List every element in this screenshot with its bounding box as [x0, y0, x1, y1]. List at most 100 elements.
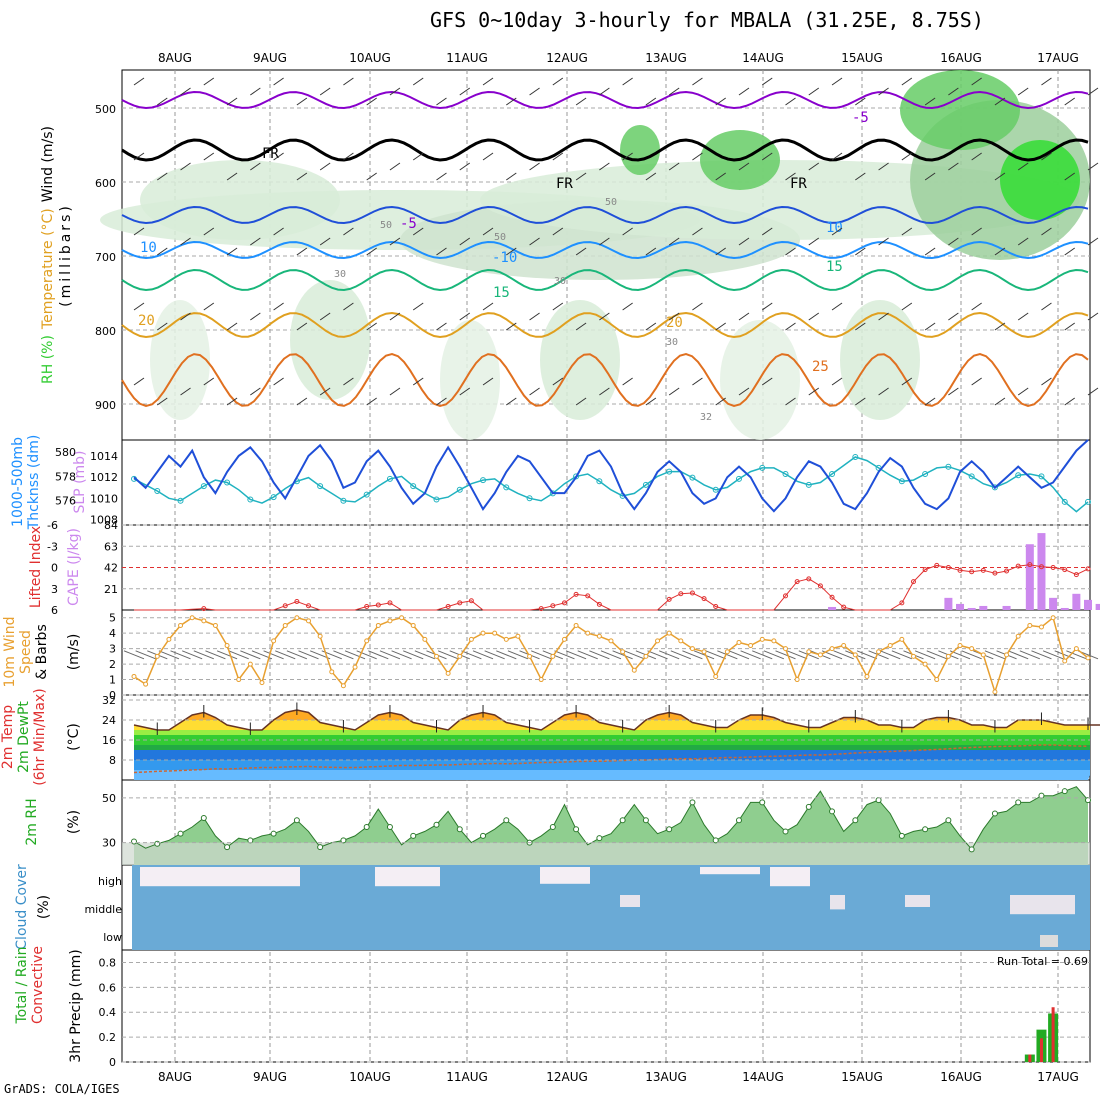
wind-speed-point — [876, 649, 882, 655]
wind-barb — [135, 650, 156, 660]
wind-speed-point — [1073, 646, 1079, 652]
wind-barb — [226, 97, 238, 106]
wind-speed-point — [934, 677, 940, 683]
svg-text:1000-500mb: 1000-500mb — [10, 437, 26, 527]
lifted-index-point — [1015, 563, 1021, 569]
wind-barb — [1031, 650, 1052, 660]
wind-barb — [738, 237, 750, 246]
rh-point — [666, 826, 673, 833]
wind-barb — [831, 77, 843, 86]
cape-bar — [1025, 544, 1034, 610]
cape-tick-label: 21 — [104, 583, 118, 596]
thickness-point — [154, 488, 161, 494]
wind-tick-label: 2 — [109, 658, 116, 671]
svg-text:(%): (%) — [66, 810, 82, 834]
wind-speed-point — [259, 680, 265, 686]
svg-text:(m/s): (m/s) — [66, 634, 82, 671]
wind-speed-point — [945, 653, 951, 659]
wind-barb — [1087, 312, 1099, 321]
wind-barb — [482, 77, 494, 86]
wind-barb — [250, 237, 261, 246]
thick-tick-label: 580 — [55, 446, 76, 459]
wind-barb — [924, 322, 936, 331]
lifted-index-point — [1027, 562, 1033, 568]
wind-barb — [575, 247, 587, 256]
wind-barb — [529, 387, 540, 396]
date-label-bottom: 8AUG — [158, 1070, 192, 1084]
thickness-point — [922, 471, 929, 477]
wind-barb — [482, 377, 494, 386]
wind-barb — [250, 312, 261, 321]
wind-speed-point — [340, 683, 346, 689]
wind-barb — [273, 302, 284, 311]
wind-speed-point — [1027, 622, 1033, 628]
wind-speed-point — [620, 649, 626, 655]
wind-barb — [333, 650, 354, 660]
wind-barb — [808, 312, 820, 321]
wind-speed-point — [771, 638, 777, 644]
wind-speed-point — [1015, 633, 1021, 639]
date-label-bottom: 10AUG — [349, 1070, 391, 1084]
thickness-point — [573, 473, 580, 480]
wind-barb — [924, 397, 936, 406]
wind-speed-point — [1062, 658, 1068, 664]
wind-speed-point — [864, 673, 870, 679]
precip-tick-label: 0.6 — [99, 981, 117, 994]
rh-point — [619, 817, 626, 824]
cape-tick-label: 63 — [104, 540, 118, 553]
wind-barb — [715, 172, 726, 181]
wind-barb — [1064, 97, 1076, 106]
high-cloud-block — [375, 867, 440, 887]
slp-tick-label: 1012 — [90, 471, 118, 484]
wind-barb — [833, 650, 854, 660]
precip-tick-label: 0.8 — [99, 956, 117, 969]
wind-barb — [459, 237, 471, 246]
wind-barb — [575, 397, 587, 406]
precip-ylabel: Total / Rain — [14, 946, 30, 1024]
wind-barb — [645, 397, 657, 406]
run-total-label: Run Total = 0.69 — [997, 955, 1088, 968]
wind-speed-point — [922, 661, 928, 667]
contour-label: 25 — [812, 359, 829, 375]
dewpoint-line — [133, 744, 1089, 774]
wind-barb — [948, 312, 959, 321]
wind-barb — [1041, 377, 1052, 386]
wind-barb — [785, 322, 796, 331]
rh-point — [224, 844, 231, 851]
svg-text:2m RH: 2m RH — [24, 798, 40, 845]
temp-band — [134, 710, 1090, 720]
wind-barb — [506, 247, 517, 256]
li-tick-label: -3 — [47, 540, 58, 553]
thickness-point — [991, 484, 998, 491]
lifted-index-point — [934, 562, 940, 568]
wind-speed-point — [899, 636, 905, 642]
lifted-index-point — [445, 603, 451, 609]
wind-speed-point — [201, 618, 207, 624]
wind-speed-point — [980, 652, 986, 658]
wind-barb — [472, 650, 494, 660]
contour-label: 15 — [493, 285, 510, 301]
date-label-bottom: 15AUG — [841, 1070, 883, 1084]
lifted-index-point — [992, 570, 998, 576]
wind-barb — [622, 152, 633, 161]
lifted-index-point — [899, 600, 905, 606]
wind-barb — [740, 650, 761, 660]
wind-barb — [717, 650, 738, 660]
wind-barb — [948, 237, 959, 246]
wind-speed-point — [410, 622, 416, 628]
wind-barb — [1041, 152, 1052, 161]
rh-point — [503, 817, 510, 824]
lifted-index-point — [945, 565, 951, 570]
cape-bar — [1072, 593, 1081, 610]
wind-barb — [878, 387, 889, 396]
li-tick-label: -6 — [47, 519, 58, 532]
lifted-index-point — [678, 591, 684, 597]
wind-speed-point — [387, 618, 393, 624]
lifted-index-point — [457, 600, 463, 606]
rh-point — [1015, 799, 1022, 806]
wind-barb — [343, 77, 354, 86]
wind-speed-point — [794, 677, 800, 683]
thickness-point — [247, 496, 254, 503]
rh-tick-label: 50 — [102, 792, 116, 805]
lifted-index-point — [1062, 567, 1068, 573]
